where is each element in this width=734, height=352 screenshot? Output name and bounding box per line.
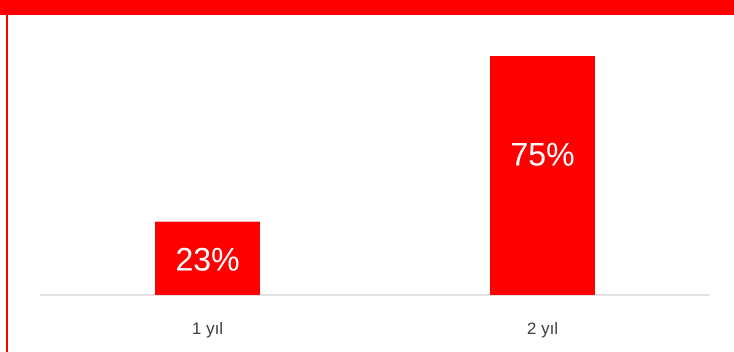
bar-2 [490, 56, 595, 295]
x-tick-label-2: 2 yıl [527, 319, 558, 338]
data-label-1: 23% [175, 241, 239, 277]
bar-1 [155, 221, 260, 295]
top-accent-bar [0, 0, 734, 15]
left-accent-border [6, 0, 8, 352]
data-label-2: 75% [510, 137, 574, 173]
x-tick-label-1: 1 yıl [192, 319, 223, 338]
